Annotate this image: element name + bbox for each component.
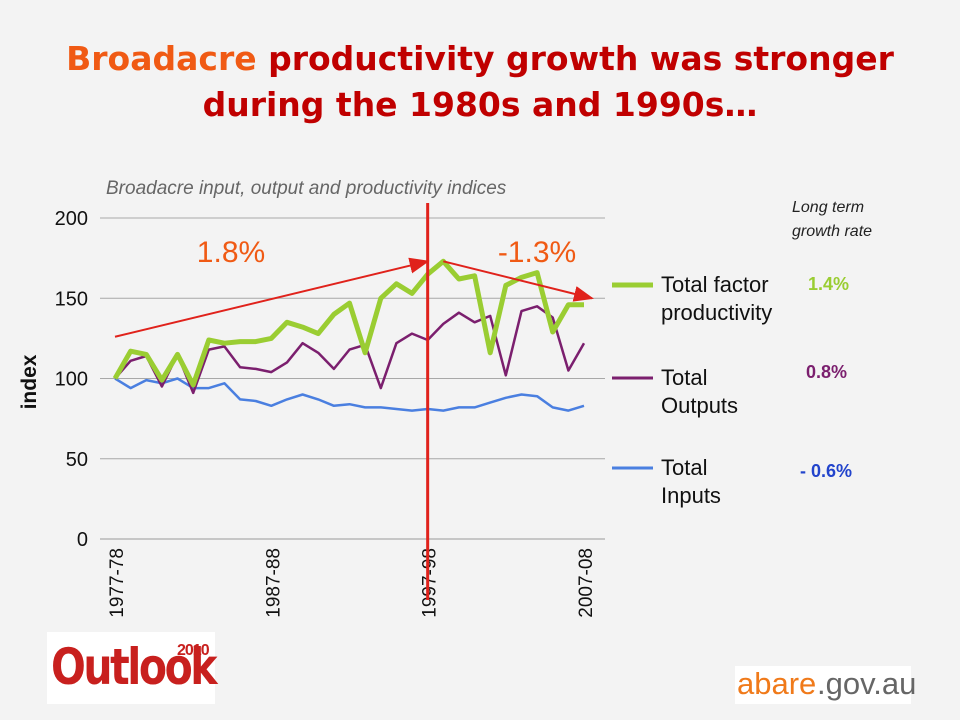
y-tick-label: 50	[66, 449, 88, 471]
legend-label: Outputs	[661, 393, 738, 418]
y-tick-label: 100	[55, 369, 88, 391]
growth-header-line1: Long term	[792, 199, 865, 216]
y-tick-label: 0	[77, 529, 88, 551]
x-tick-label: 1997-98	[420, 548, 441, 618]
x-tick-label: 1987-88	[263, 548, 284, 618]
x-tick-label: 1977-78	[107, 548, 128, 618]
y-axis-label: index	[18, 354, 41, 409]
growth-header-line2: growth rate	[792, 223, 873, 240]
abare-logo-suffix: .gov.au	[817, 666, 917, 701]
title-line2: during the 1980s and 1990s…	[202, 85, 758, 124]
x-tick-label: 2007-08	[576, 548, 597, 618]
trend-label: -1.3%	[498, 236, 576, 269]
y-tick-label: 150	[55, 288, 88, 310]
outlook-logo-year: 2010	[177, 642, 210, 659]
slide-title: Broadacre productivity growth was strong…	[0, 36, 960, 128]
trend-arrow	[114, 257, 430, 338]
outlook-logo-word: Outlook	[51, 638, 218, 696]
series-line-outputs	[114, 305, 586, 395]
growth-rate-tfp: 1.4%	[808, 274, 850, 294]
legend-label: Total	[661, 455, 707, 480]
series-line-tfp	[112, 258, 584, 388]
trend-label: 1.8%	[197, 236, 265, 269]
chart-subtitle: Broadacre input, output and productivity…	[106, 178, 507, 199]
y-tick-label: 200	[55, 208, 88, 230]
legend-label: Total	[661, 365, 707, 390]
outlook-2010-logo: Outlook 2010	[47, 632, 218, 704]
title-highlight: Broadacre	[66, 39, 257, 78]
growth-rate-outputs: 0.8%	[806, 362, 848, 382]
legend-label: Total factor	[661, 272, 769, 297]
series-line-inputs	[114, 377, 585, 412]
trend-arrow	[443, 260, 594, 302]
legend-label: productivity	[661, 300, 772, 325]
growth-rate-inputs: - 0.6%	[800, 461, 853, 481]
legend-label: Inputs	[661, 483, 721, 508]
abare-logo-main: abare	[737, 666, 817, 701]
title-line1-rest: productivity growth was stronger	[256, 39, 894, 78]
abare-logo: abare .gov.au	[735, 666, 916, 704]
growth-rate-header: Long term growth rate	[792, 196, 872, 244]
